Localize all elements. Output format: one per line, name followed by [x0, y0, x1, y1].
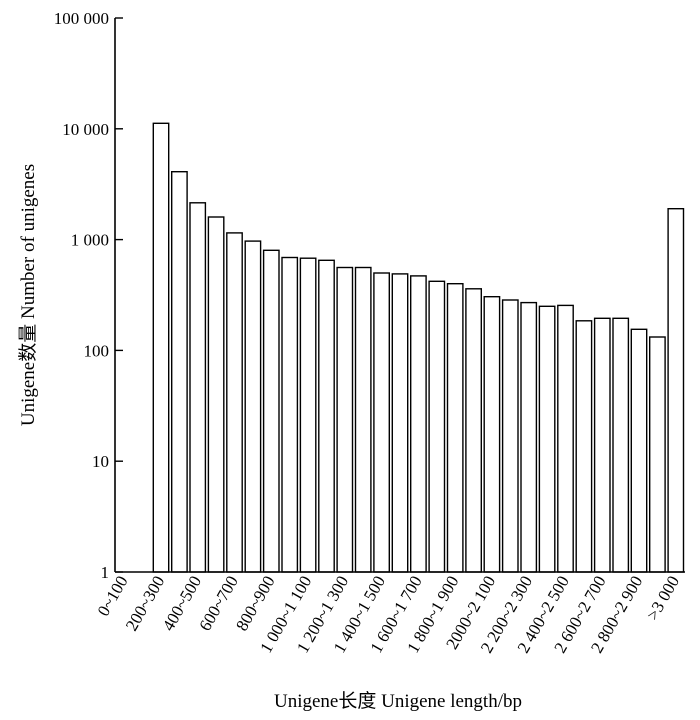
- bar-18: [446, 283, 464, 573]
- y-tick-label: 100: [84, 341, 110, 360]
- bar-8: [262, 249, 280, 573]
- bar-15: [391, 273, 409, 573]
- bar-16: [410, 275, 427, 573]
- bar-22: [520, 301, 538, 573]
- x-tick-label: 0~100: [94, 573, 132, 620]
- y-tick-label: 100 000: [54, 9, 109, 28]
- bar-5: [207, 216, 225, 573]
- y-tick-label: 10 000: [62, 120, 109, 139]
- x-tick-label: >3 000: [643, 573, 683, 624]
- bar-11: [318, 259, 335, 573]
- bar-9: [281, 256, 299, 573]
- bar-12: [336, 266, 354, 573]
- bar-3: [170, 170, 188, 573]
- bar-25: [575, 320, 593, 573]
- bar-14: [373, 272, 390, 573]
- bars-layer: [152, 122, 685, 573]
- bar-26: [593, 317, 611, 573]
- y-tick-label: 10: [92, 452, 109, 471]
- y-tick-label: 1: [101, 563, 110, 582]
- bar-29: [649, 336, 666, 573]
- bar-20: [483, 296, 501, 573]
- x-axis-title: Unigene长度 Unigene length/bp: [274, 690, 522, 712]
- bar-2: [152, 122, 170, 573]
- bar-28: [630, 328, 648, 573]
- bar-23: [538, 305, 556, 573]
- bar-21: [501, 299, 519, 573]
- y-ticks: 1 10 100 1 000 10 000 100 000: [54, 9, 123, 582]
- bar-27: [612, 317, 630, 573]
- bar-30: [667, 207, 685, 573]
- bar-17: [428, 280, 446, 573]
- bar-4: [189, 202, 207, 573]
- y-tick-label: 1 000: [71, 231, 109, 250]
- y-axis-title: Unigene数量 Number of unigenes: [17, 164, 39, 426]
- bar-24: [557, 304, 574, 573]
- bar-6: [226, 232, 243, 573]
- bar-7: [244, 240, 262, 573]
- bar-10: [299, 257, 317, 573]
- bar-19: [465, 288, 482, 573]
- bar-13: [354, 266, 372, 573]
